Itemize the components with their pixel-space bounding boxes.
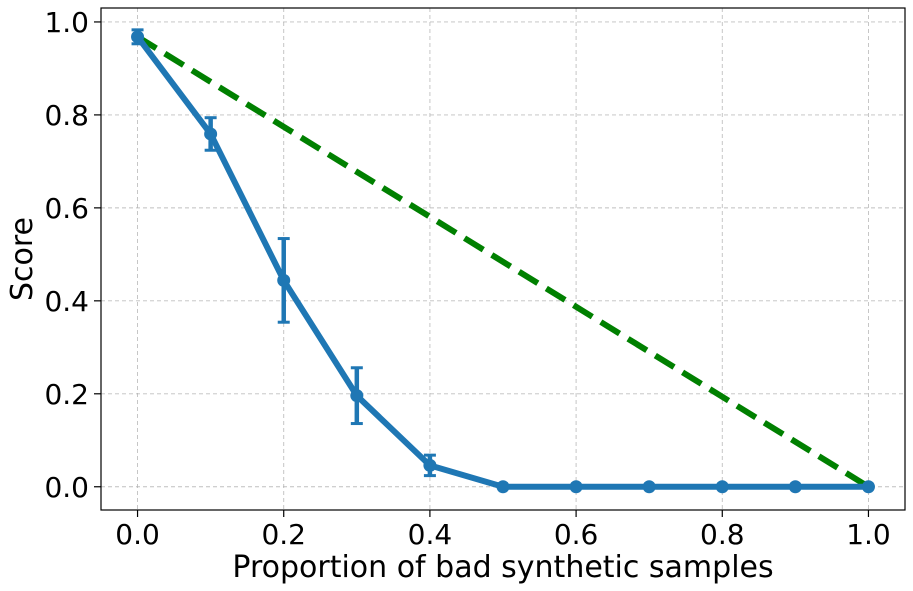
series-layer	[131, 28, 875, 494]
y-tick-label: 1.0	[44, 6, 89, 39]
data-point	[861, 480, 875, 494]
plot-frame	[100, 7, 906, 511]
ticks: 0.0 0.2 0.4 0.6 0.8 1.0 0.0 0.2 0.4 0.6 0.8 1.0	[44, 6, 890, 551]
data-point	[131, 30, 145, 44]
data-point	[496, 480, 510, 494]
x-tick-label: 0.0	[115, 518, 160, 551]
data-point	[204, 127, 218, 141]
data-point	[423, 458, 437, 472]
y-tick-label: 0.4	[44, 285, 89, 318]
data-point	[715, 480, 729, 494]
data-point	[277, 273, 291, 287]
y-axis-label: Score	[5, 217, 40, 301]
data-point	[642, 480, 656, 494]
data-point	[350, 389, 364, 403]
x-tick-label: 1.0	[846, 518, 891, 551]
data-point	[569, 480, 583, 494]
y-tick-label: 0.8	[44, 99, 89, 132]
x-tick-label: 0.4	[408, 518, 453, 551]
x-tick-label: 0.6	[554, 518, 599, 551]
y-tick-label: 0.2	[44, 378, 89, 411]
x-tick-label: 0.2	[261, 518, 306, 551]
x-axis-label: Proportion of bad synthetic samples	[232, 550, 773, 585]
data-point	[788, 480, 802, 494]
x-tick-label: 0.8	[700, 518, 745, 551]
reference-dashed-line	[135, 34, 871, 490]
y-tick-label: 0.6	[44, 192, 89, 225]
y-tick-label: 0.0	[44, 471, 89, 504]
